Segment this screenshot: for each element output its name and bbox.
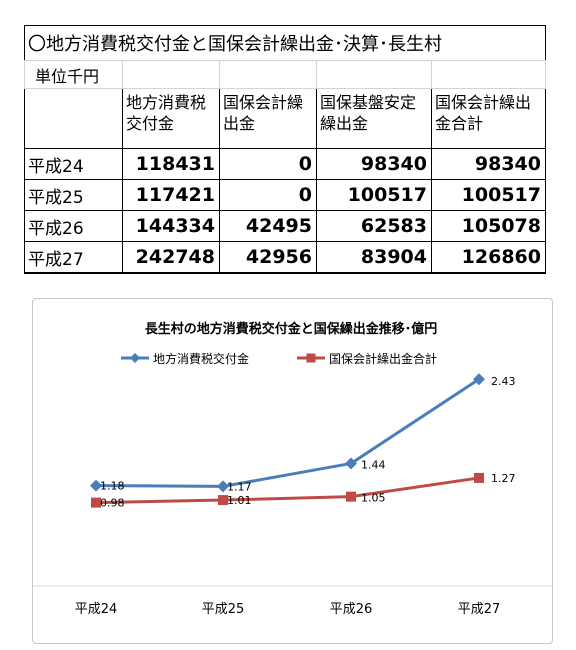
x-tick-label: 平成24 bbox=[75, 602, 118, 617]
table-row: 平成26 144334 42495 62583 105078 bbox=[24, 210, 546, 242]
data-label: 1.01 bbox=[227, 494, 252, 507]
row-year: 平成26 bbox=[24, 210, 123, 242]
table-cell: 100517 bbox=[431, 179, 546, 211]
table-title: 〇地方消費税交付金と国保会計繰出金･決算･長生村 bbox=[24, 25, 546, 61]
column-header bbox=[24, 88, 123, 149]
summary-table: 〇地方消費税交付金と国保会計繰出金･決算･長生村 単位千円 地方消費税 交付金 国保… bbox=[24, 25, 546, 274]
data-point bbox=[474, 472, 484, 483]
table-cell: 242748 bbox=[122, 241, 220, 274]
table-cell: 42495 bbox=[219, 210, 317, 242]
data-label: 1.18 bbox=[100, 480, 125, 493]
table-cell: 117421 bbox=[122, 179, 220, 211]
data-point bbox=[218, 495, 228, 506]
line-chart: 長生村の地方消費税交付金と国保繰出金推移･億円地方消費税交付金 国保会計繰出金合計… bbox=[32, 298, 553, 644]
table-cell: 105078 bbox=[431, 210, 546, 242]
column-header: 国保基盤安定 繰出金 bbox=[316, 88, 432, 149]
table-cell: 100517 bbox=[316, 179, 432, 211]
legend-label: 地方消費税交付金 bbox=[153, 351, 249, 366]
table-cell: 0 bbox=[219, 179, 317, 211]
data-point bbox=[217, 480, 229, 493]
legend-marker bbox=[306, 353, 316, 363]
column-header: 国保会計繰 出金 bbox=[219, 88, 317, 149]
table-cell: 144334 bbox=[122, 210, 220, 242]
row-year: 平成25 bbox=[24, 179, 123, 211]
table-cell: 83904 bbox=[316, 241, 432, 274]
table-cell: 62583 bbox=[316, 210, 432, 242]
legend-marker bbox=[130, 353, 140, 363]
table-cell: 98340 bbox=[431, 148, 546, 180]
data-point bbox=[473, 373, 485, 386]
series-line bbox=[95, 377, 480, 488]
data-label: 1.44 bbox=[361, 458, 386, 471]
data-label: 1.05 bbox=[361, 492, 386, 505]
table-cell: 0 bbox=[219, 148, 317, 180]
legend-label: 国保会計繰出金合計 bbox=[329, 351, 437, 366]
data-label: 0.98 bbox=[100, 497, 125, 510]
table-row: 平成27 242748 42956 83904 126860 bbox=[24, 241, 546, 274]
row-year: 平成27 bbox=[24, 241, 123, 274]
table-cell: 126860 bbox=[431, 241, 546, 274]
data-point bbox=[91, 497, 101, 508]
column-header: 地方消費税 交付金 bbox=[122, 88, 220, 149]
data-label: 1.27 bbox=[491, 472, 516, 485]
table-cell: 42956 bbox=[219, 241, 317, 274]
x-tick-label: 平成25 bbox=[202, 602, 245, 617]
header-row: 地方消費税 交付金 国保会計繰 出金 国保基盤安定 繰出金 国保会計繰出 金合計 bbox=[24, 88, 546, 149]
table-cell: 98340 bbox=[316, 148, 432, 180]
unit-label: 単位千円 bbox=[24, 60, 123, 89]
x-tick-label: 平成26 bbox=[330, 602, 373, 617]
row-year: 平成24 bbox=[24, 148, 123, 180]
data-point bbox=[345, 457, 357, 470]
data-point bbox=[346, 491, 356, 502]
table-row: 平成25 117421 0 100517 100517 bbox=[24, 179, 546, 211]
x-tick-label: 平成27 bbox=[458, 602, 501, 617]
table-cell: 118431 bbox=[122, 148, 220, 180]
series-line bbox=[95, 476, 480, 505]
data-label: 2.43 bbox=[491, 375, 516, 388]
data-label: 1.17 bbox=[227, 480, 252, 493]
column-header: 国保会計繰出 金合計 bbox=[431, 88, 546, 149]
table-row: 平成24 118431 0 98340 98340 bbox=[24, 148, 546, 180]
data-point bbox=[90, 479, 102, 492]
chart-title: 長生村の地方消費税交付金と国保繰出金推移･億円 bbox=[145, 321, 438, 337]
